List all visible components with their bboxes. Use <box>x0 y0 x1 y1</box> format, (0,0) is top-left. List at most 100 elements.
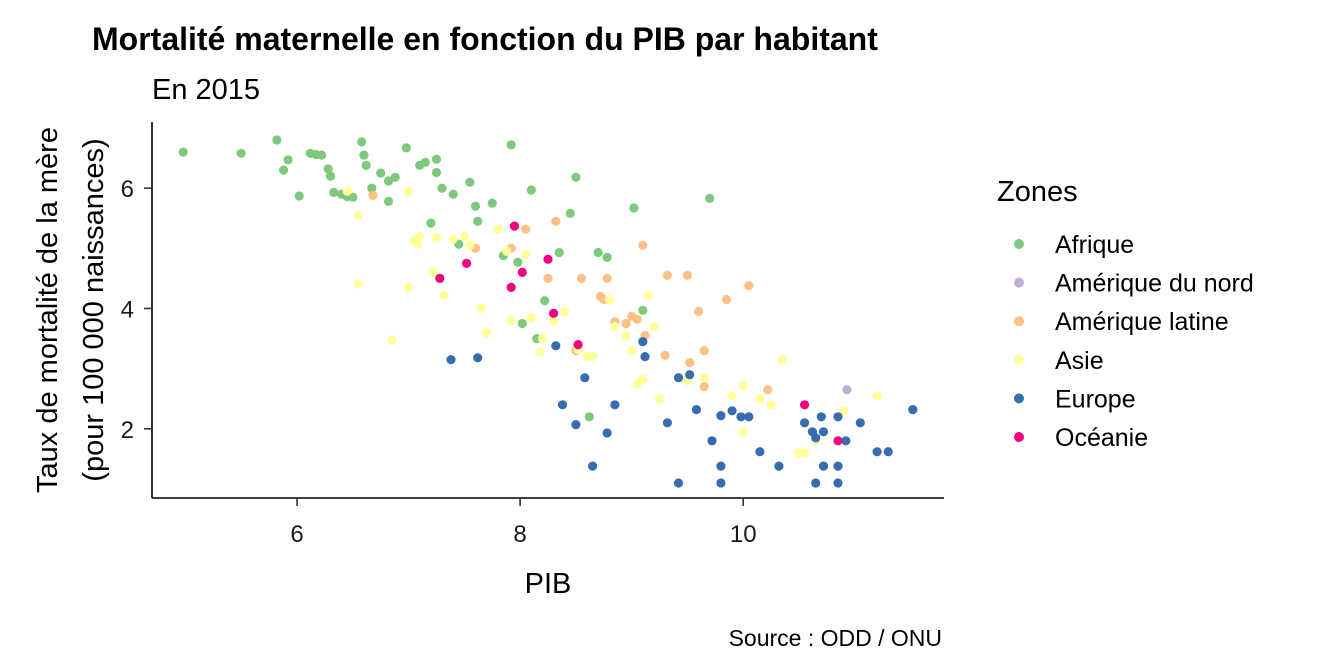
point-2-17 <box>660 350 670 360</box>
point-3-0 <box>342 186 352 196</box>
point-2-24 <box>721 294 732 305</box>
point-3-20 <box>521 249 531 259</box>
point-4-20 <box>727 406 737 416</box>
point-4-13 <box>673 478 684 488</box>
point-3-14 <box>465 240 475 250</box>
point-3-16 <box>482 328 492 338</box>
legend-key-3 <box>1014 354 1024 365</box>
legend-key-0 <box>1014 239 1024 249</box>
point-3-43 <box>755 394 765 404</box>
point-3-21 <box>526 312 536 323</box>
point-4-31 <box>818 427 829 437</box>
point-0-1 <box>236 148 246 158</box>
y-axis-title-line2: (pour 100 000 naissances) <box>78 138 110 481</box>
legend-key-1 <box>1014 277 1024 288</box>
point-4-12 <box>673 373 684 383</box>
point-4-22 <box>744 412 754 422</box>
point-4-34 <box>833 478 843 488</box>
point-3-22 <box>535 347 545 357</box>
point-4-29 <box>816 412 826 422</box>
point-3-12 <box>448 234 458 244</box>
chart-title: Mortalité maternelle en fonction du PIB … <box>92 21 878 57</box>
point-0-0 <box>178 147 188 157</box>
point-3-41 <box>738 380 748 391</box>
y-axis-title: Taux de mortalité de la mère (pour 100 0… <box>32 127 110 493</box>
point-3-35 <box>643 290 654 300</box>
point-4-9 <box>638 337 648 347</box>
point-5-3 <box>509 221 520 231</box>
point-3-17 <box>493 224 503 234</box>
point-0-47 <box>593 247 603 258</box>
point-2-19 <box>682 270 693 280</box>
point-2-26 <box>763 385 773 395</box>
point-2-5 <box>551 216 561 226</box>
point-3-11 <box>439 290 449 300</box>
x-tick-label-2: 10 <box>730 521 757 548</box>
point-3-3 <box>387 335 397 345</box>
point-5-7 <box>573 340 583 350</box>
point-3-24 <box>549 315 559 326</box>
point-2-4 <box>543 273 553 283</box>
legend-title: Zones <box>997 176 1078 208</box>
point-3-34 <box>638 374 648 385</box>
point-3-5 <box>404 282 414 292</box>
point-1-0 <box>842 385 852 395</box>
point-2-21 <box>694 306 704 317</box>
point-3-28 <box>588 352 598 362</box>
point-4-21 <box>736 412 746 422</box>
point-4-39 <box>908 405 918 415</box>
point-0-15 <box>357 137 367 147</box>
y-axis-ticks: 2 4 6 <box>121 176 152 444</box>
point-0-34 <box>473 216 483 226</box>
point-4-23 <box>755 447 765 457</box>
point-4-28 <box>811 478 821 488</box>
point-4-27 <box>811 433 821 443</box>
point-0-10 <box>325 171 336 181</box>
point-0-25 <box>420 157 430 167</box>
point-4-3 <box>557 400 568 410</box>
point-3-4 <box>404 186 414 196</box>
point-4-11 <box>662 418 673 428</box>
point-4-19 <box>716 478 726 488</box>
point-0-38 <box>513 257 523 267</box>
point-3-44 <box>766 400 776 410</box>
point-0-23 <box>401 143 411 153</box>
point-5-4 <box>517 267 527 277</box>
point-4-16 <box>707 436 717 446</box>
point-0-21 <box>383 176 394 186</box>
point-0-50 <box>638 305 648 315</box>
point-0-35 <box>487 198 497 208</box>
point-0-32 <box>465 177 475 187</box>
point-3-47 <box>800 448 810 458</box>
y-tick-label-2: 6 <box>121 176 134 203</box>
legend-label-0: Afrique <box>1055 231 1134 259</box>
point-2-14 <box>632 314 642 324</box>
point-4-32 <box>833 412 843 422</box>
point-3-15 <box>476 303 486 314</box>
point-2-15 <box>638 240 648 250</box>
point-5-0 <box>435 273 445 283</box>
point-3-2 <box>353 279 363 289</box>
point-2-25 <box>744 281 754 291</box>
point-0-9 <box>323 164 333 174</box>
point-4-4 <box>571 420 581 430</box>
point-0-48 <box>602 252 612 262</box>
point-0-49 <box>629 203 639 213</box>
point-0-2 <box>272 135 282 145</box>
point-0-45 <box>571 172 581 182</box>
point-4-33 <box>833 461 843 471</box>
point-3-29 <box>604 294 615 305</box>
point-0-37 <box>506 140 516 150</box>
point-3-19 <box>506 315 516 326</box>
point-3-9 <box>428 267 438 277</box>
plot-points <box>178 135 918 488</box>
x-tick-label-0: 6 <box>290 521 303 548</box>
legend-label-5: Océanie <box>1055 424 1148 452</box>
point-3-25 <box>560 306 570 317</box>
point-3-8 <box>415 231 425 241</box>
point-0-20 <box>383 196 394 206</box>
point-2-22 <box>699 346 709 356</box>
point-4-1 <box>473 353 483 363</box>
legend-label-2: Amérique latine <box>1055 308 1229 336</box>
